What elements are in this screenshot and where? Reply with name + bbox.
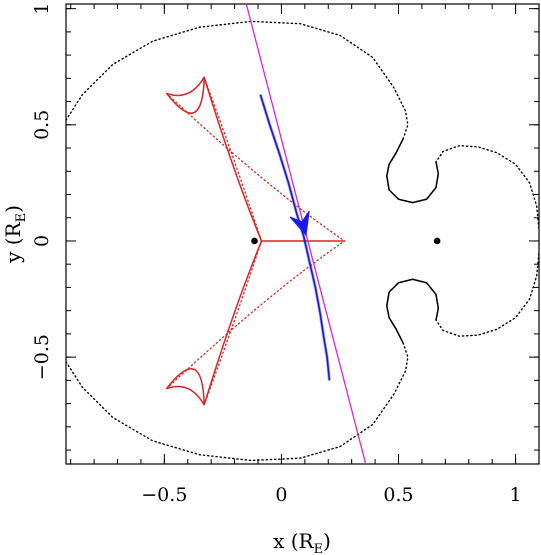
x-tick-label: 0.5 xyxy=(383,484,413,506)
lens-points xyxy=(251,237,441,245)
y-tick-label: 0 xyxy=(31,235,53,247)
critical-curve-upper xyxy=(66,20,539,231)
y-axis-ticks: −0.5 0 0.5 1 xyxy=(31,3,539,451)
critical-curve-upper-solid xyxy=(386,138,440,204)
plot-frame xyxy=(65,3,540,465)
lens-point xyxy=(251,237,258,245)
light-curve-track-outline xyxy=(258,94,331,381)
x-axis-label: x (RE) xyxy=(273,529,331,555)
lens-point xyxy=(433,237,441,245)
plot-area xyxy=(66,4,539,464)
light-curve-track xyxy=(259,94,331,381)
critical-curve-lower xyxy=(66,251,539,462)
y-axis-label: y (RE) xyxy=(1,205,29,264)
x-tick-label: 0 xyxy=(275,484,287,506)
x-tick-label: 1 xyxy=(510,484,522,506)
x-axis-ticks: −0.5 0 0.5 1 xyxy=(70,4,540,506)
y-tick-label: 1 xyxy=(31,3,53,15)
y-tick-label: −0.5 xyxy=(31,334,53,380)
critical-curve-lower-solid xyxy=(386,278,440,344)
y-tick-label: 0.5 xyxy=(31,110,53,140)
trajectory-arrow xyxy=(289,210,310,237)
x-tick-label: −0.5 xyxy=(141,484,187,506)
